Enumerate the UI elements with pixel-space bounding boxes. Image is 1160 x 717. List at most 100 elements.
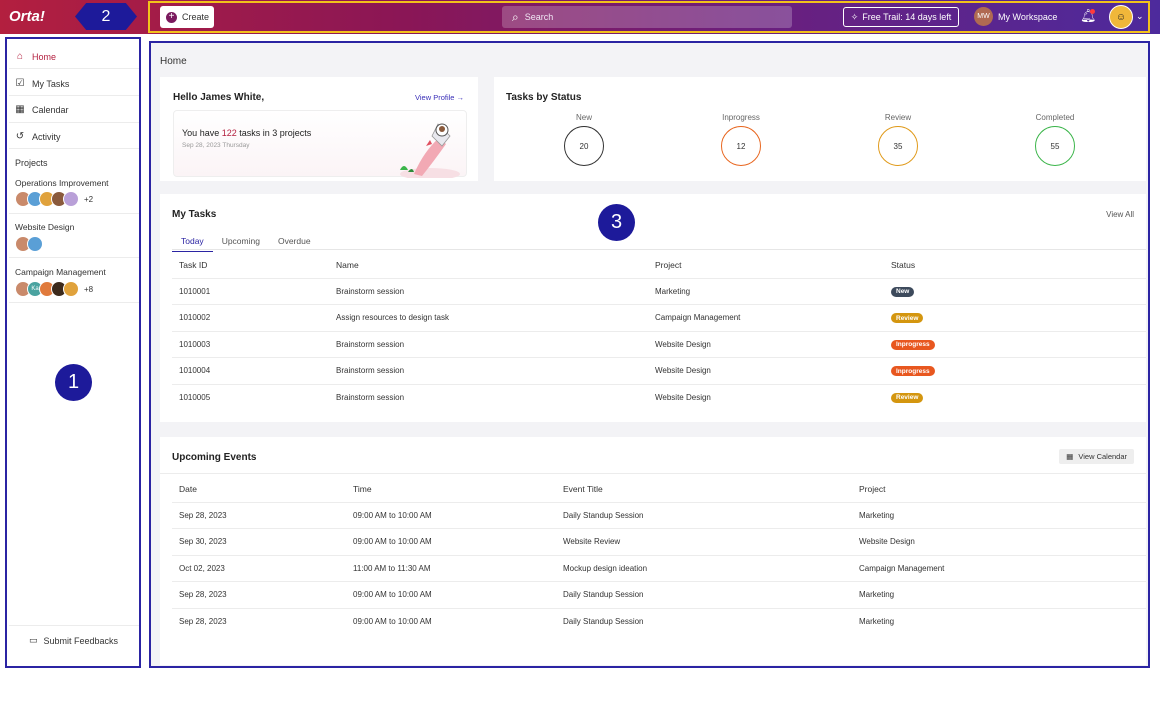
table-row[interactable]: Sep 28, 2023 09:00 AM to 10:00 AM Daily … [172, 607, 1146, 635]
sidebar-item-label: Calendar [32, 104, 69, 115]
task-count: 122 [221, 128, 237, 138]
divider [160, 473, 1146, 474]
tab-today[interactable]: Today [172, 233, 213, 252]
user-avatar[interactable]: ☺ [1109, 5, 1133, 29]
divider [9, 68, 139, 69]
table-row[interactable]: 1010003 Brainstorm session Website Desig… [172, 330, 1146, 358]
avatar-count: +8 [84, 284, 94, 294]
search-icon: ⌕ [512, 9, 519, 24]
avatar [63, 191, 79, 207]
event-title: Mockup design ideation [556, 554, 852, 582]
task-project: Campaign Management [648, 304, 884, 331]
table-row[interactable]: 1010002 Assign resources to design task … [172, 304, 1146, 331]
submit-feedback-button[interactable]: ▭ Submit Feedbacks [29, 635, 118, 646]
workspace-switcher[interactable]: MW My Workspace [974, 7, 1057, 26]
project-avatars[interactable]: +2 [15, 191, 93, 207]
column-header[interactable]: Project [655, 259, 682, 270]
project-name[interactable]: Campaign Management [15, 267, 106, 277]
project-name[interactable]: Operations Improvement [15, 178, 109, 188]
sidebar-item-home[interactable]: ⌂ Home [15, 51, 56, 62]
column-header[interactable]: Event Title [563, 483, 603, 494]
view-profile-link[interactable]: View Profile → [415, 93, 465, 102]
upcoming-events-title: Upcoming Events [172, 452, 257, 463]
search-bar[interactable]: ⌕ [502, 6, 792, 28]
sidebar-item-activity[interactable]: ↺ Activity [15, 131, 61, 142]
event-date: Sep 28, 2023 [172, 607, 346, 635]
task-summary-suffix: tasks in 3 projects [236, 128, 312, 138]
view-all-link[interactable]: View All [1106, 210, 1134, 219]
view-calendar-button[interactable]: ▦ View Calendar [1059, 449, 1134, 464]
status-count-circle: 35 [878, 126, 918, 166]
app-logo[interactable]: Orta! [9, 8, 45, 25]
task-project: Website Design [648, 357, 884, 384]
status-new[interactable]: New 20 [554, 113, 614, 166]
rocket-illustration [400, 123, 460, 178]
column-header[interactable]: Date [179, 483, 197, 494]
chevron-down-icon[interactable]: ⌄ [1136, 11, 1144, 21]
event-project: Campaign Management [852, 554, 1146, 582]
my-tasks-title: My Tasks [172, 209, 217, 220]
annotation-badge-3: 3 [598, 204, 635, 241]
task-status-cell: Inprogress [884, 357, 1146, 384]
tab-upcoming[interactable]: Upcoming [221, 236, 260, 246]
event-time: 09:00 AM to 10:00 AM [346, 501, 556, 529]
tabs-divider [172, 249, 1146, 250]
project-name[interactable]: Website Design [15, 222, 75, 232]
task-status-cell: Review [884, 304, 1146, 331]
table-row[interactable]: 1010004 Brainstorm session Website Desig… [172, 357, 1146, 384]
annotation-badge-2: 2 [75, 3, 137, 30]
avatar [27, 236, 43, 252]
task-project: Website Design [648, 383, 884, 411]
task-name: Brainstorm session [329, 357, 648, 384]
column-header[interactable]: Time [353, 483, 372, 494]
event-title: Website Review [556, 528, 852, 555]
divider [9, 625, 139, 626]
column-header[interactable]: Task ID [179, 259, 208, 270]
table-row[interactable]: 1010001 Brainstorm session Marketing New [172, 277, 1146, 305]
task-summary-text: You have 122 tasks in 3 projects [182, 128, 311, 138]
table-row[interactable]: Sep 30, 2023 09:00 AM to 10:00 AM Websit… [172, 528, 1146, 555]
status-label: Inprogress [722, 113, 760, 122]
status-inprogress[interactable]: Inprogress 12 [711, 113, 771, 166]
free-trial-button[interactable]: ✧ Free Trail: 14 days left [843, 7, 959, 27]
sidebar-item-label: Activity [32, 131, 61, 142]
avatar [63, 281, 79, 297]
tab-overdue[interactable]: Overdue [277, 236, 311, 246]
status-count-circle: 20 [564, 126, 604, 166]
top-bar: Orta! 2 + Create ⌕ ✧ Free Trail: 14 days… [0, 0, 1160, 34]
table-row[interactable]: Sep 28, 2023 09:00 AM to 10:00 AM Daily … [172, 501, 1146, 529]
create-button[interactable]: + Create [160, 6, 214, 28]
checkbox-icon: ☑ [15, 78, 25, 89]
workspace-avatar: MW [974, 7, 993, 26]
history-icon: ↺ [15, 131, 25, 142]
table-header-row: Date Time Event Title Project [172, 476, 1146, 502]
column-header[interactable]: Project [859, 483, 886, 494]
divider [9, 213, 139, 214]
status-completed[interactable]: Completed 55 [1025, 113, 1085, 166]
view-calendar-label: View Calendar [1078, 452, 1127, 461]
column-header[interactable]: Status [891, 259, 916, 270]
divider [9, 148, 139, 149]
task-name: Brainstorm session [329, 383, 648, 411]
event-time: 09:00 AM to 10:00 AM [346, 528, 556, 555]
project-avatars[interactable]: Ka +8 [15, 281, 93, 297]
status-label: Review [884, 113, 912, 122]
projects-heading: Projects [15, 158, 48, 168]
greeting-text: Hello James White, [173, 92, 265, 103]
sidebar-item-calendar[interactable]: ▦ Calendar [15, 104, 69, 115]
table-row[interactable]: Sep 28, 2023 09:00 AM to 10:00 AM Daily … [172, 581, 1146, 608]
sidebar-item-my-tasks[interactable]: ☑ My Tasks [15, 78, 70, 89]
table-row[interactable]: 1010005 Brainstorm session Website Desig… [172, 383, 1146, 411]
calendar-icon: ▦ [15, 104, 25, 115]
column-header[interactable]: Name [336, 259, 359, 270]
table-row[interactable]: Oct 02, 2023 11:00 AM to 11:30 AM Mockup… [172, 554, 1146, 582]
project-avatars[interactable] [15, 236, 43, 252]
event-time: 09:00 AM to 10:00 AM [346, 607, 556, 635]
event-title: Daily Standup Session [556, 581, 852, 608]
task-tabs: Today Upcoming Overdue [172, 233, 320, 252]
status-review[interactable]: Review 35 [868, 113, 928, 166]
search-input[interactable] [524, 12, 765, 22]
task-status-cell: Inprogress [884, 330, 1146, 358]
plus-icon: + [166, 11, 177, 23]
task-id: 1010005 [172, 383, 329, 411]
